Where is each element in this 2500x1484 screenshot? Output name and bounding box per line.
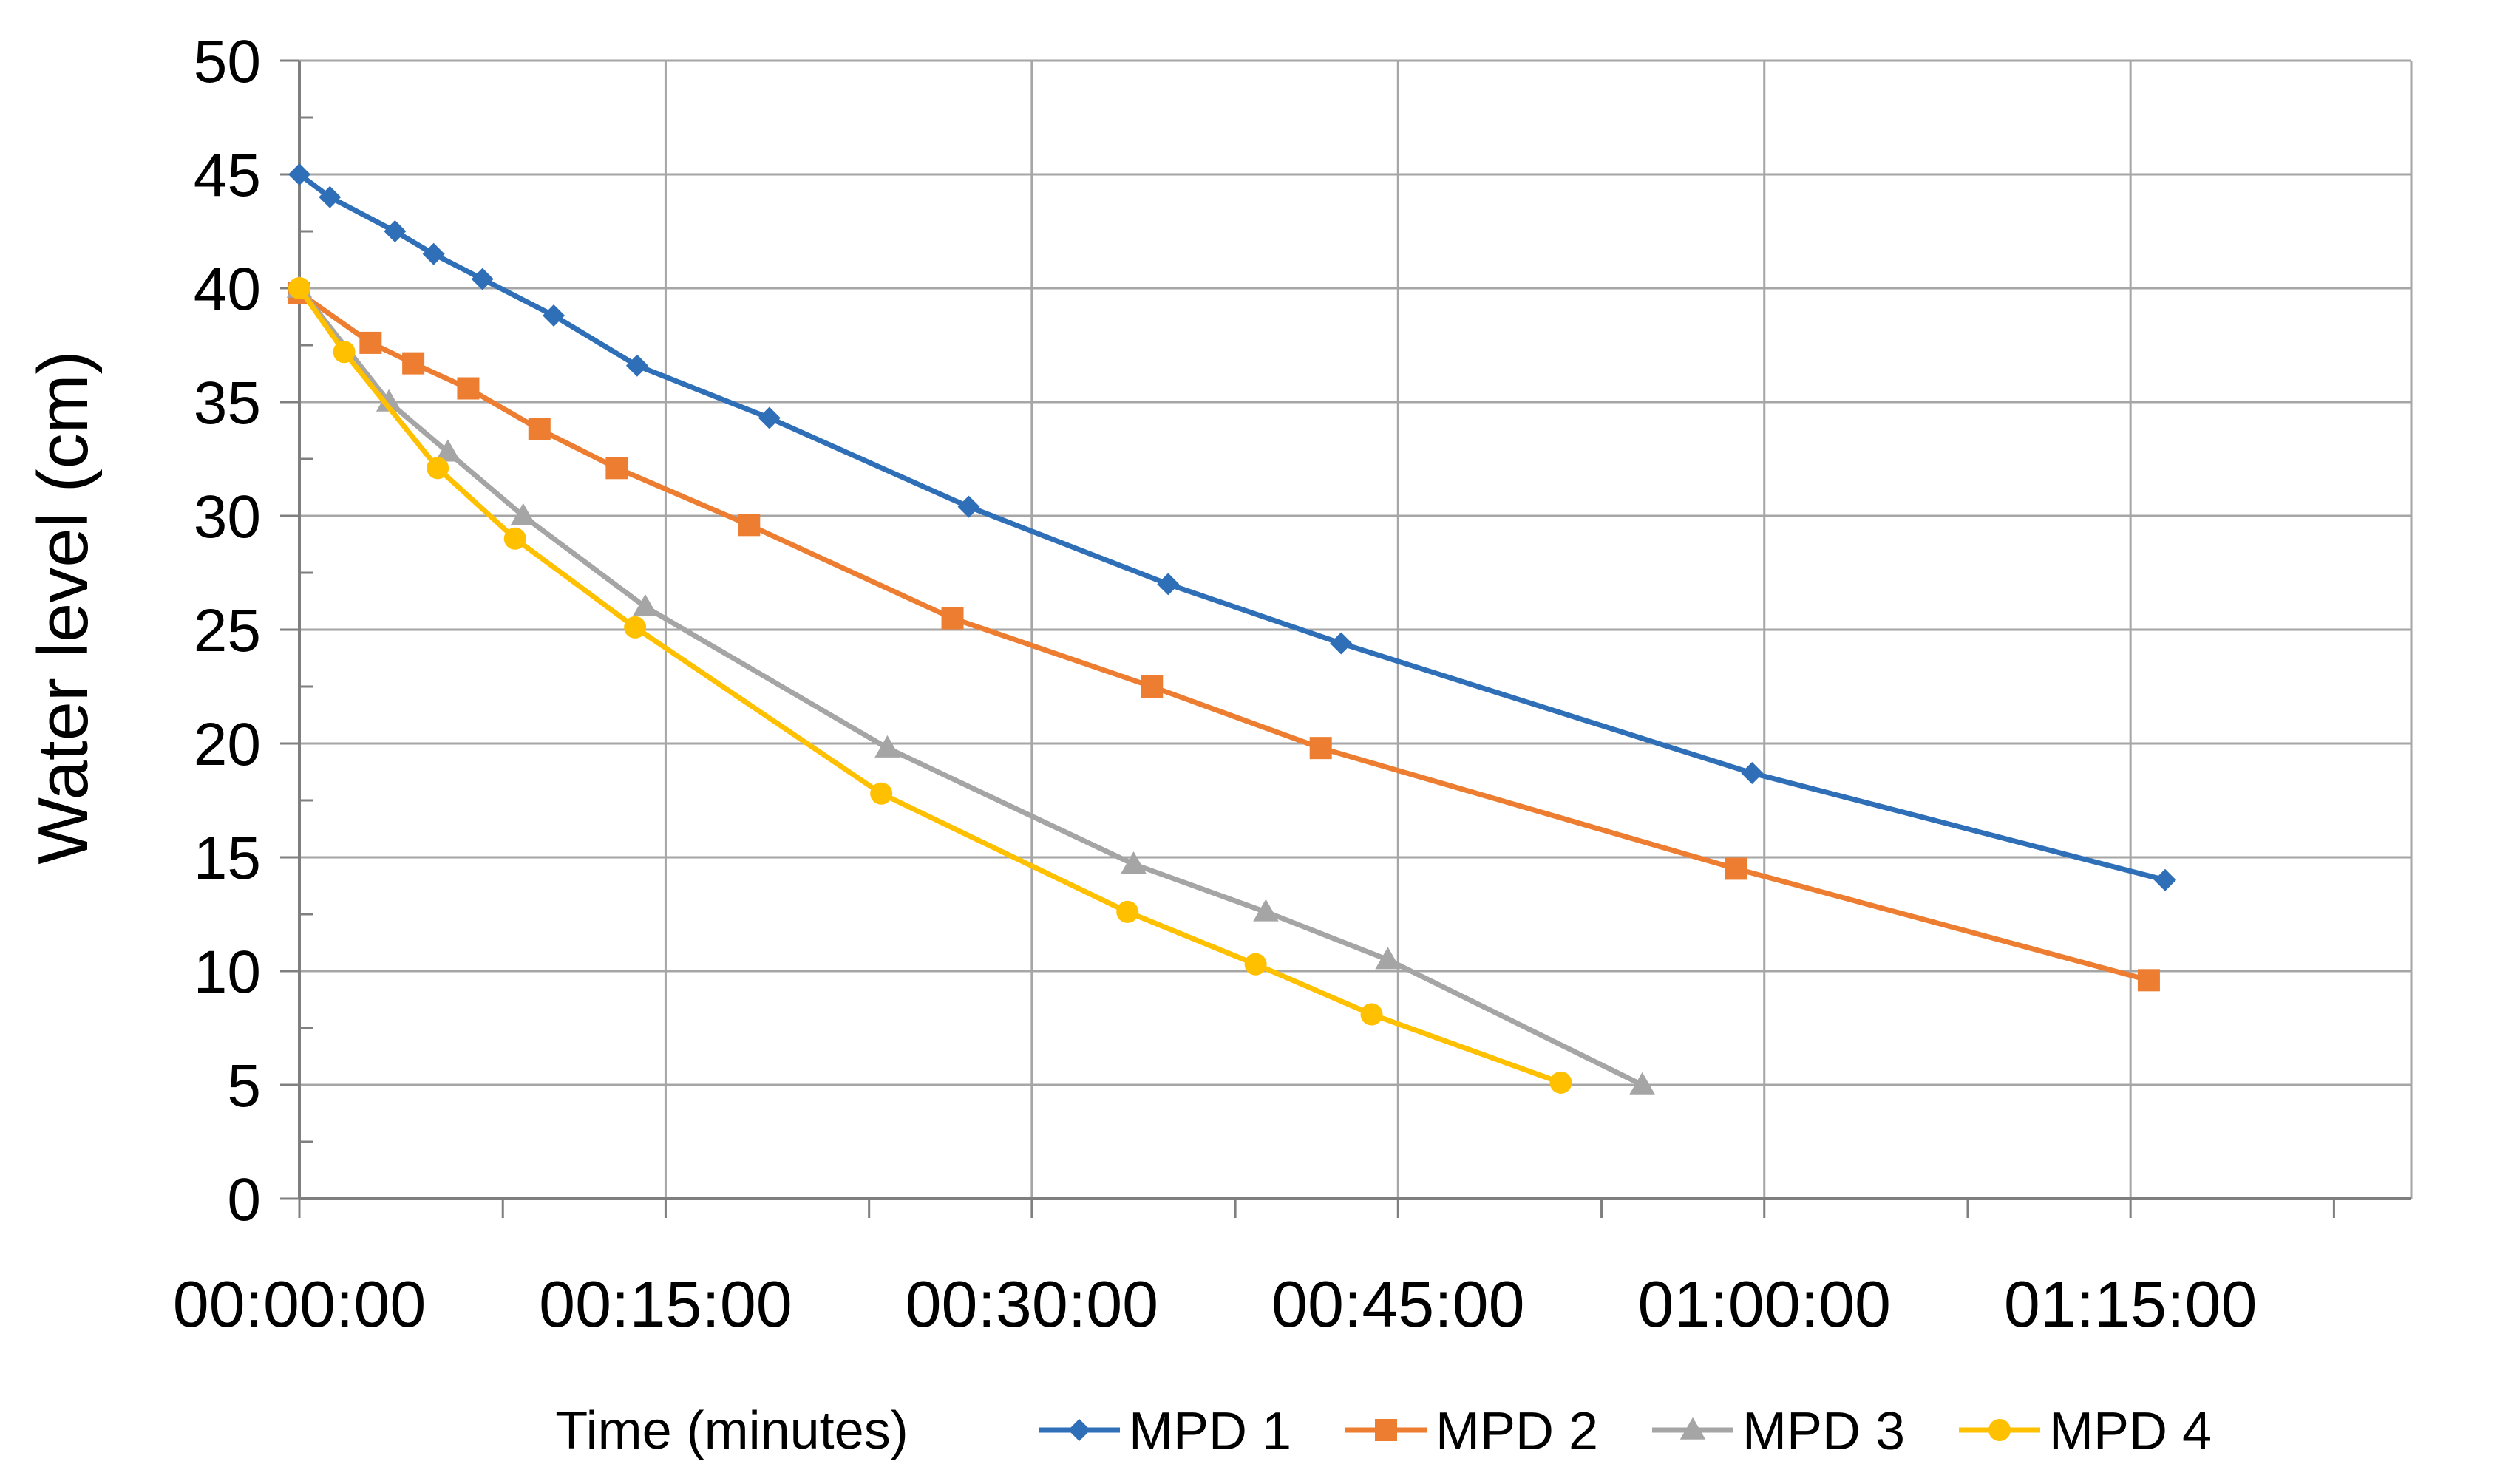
data-point [1725,857,1747,880]
data-point [319,186,342,208]
y-tick-label: 50 [194,28,261,95]
data-point [1116,900,1139,923]
data-point [359,331,382,354]
data-point [528,418,551,440]
legend-item-mpd-2: MPD 2 [1345,1402,1598,1461]
series-mpd-2 [288,282,2160,992]
data-point [384,220,407,242]
x-tick-label: 00:00:00 [173,1267,427,1341]
series-line [296,285,1645,1088]
y-tick-label: 35 [194,370,261,437]
legend-swatch-marker [1375,1419,1397,1441]
data-point [1549,1071,1572,1094]
data-point [738,514,761,537]
data-point [1121,851,1147,874]
data-point [1375,947,1401,970]
y-tick-label: 15 [194,825,261,892]
data-point [2137,969,2160,992]
data-point [503,527,526,550]
data-point [1157,573,1180,596]
data-point [1253,899,1279,922]
y-tick-label: 40 [194,256,261,323]
x-tick-label: 00:30:00 [906,1267,1159,1341]
data-point [1244,953,1267,976]
data-point [1141,675,1164,698]
x-tick-label: 00:45:00 [1271,1267,1525,1341]
tick-labels: 0 5 10 15 20 25 30 35 40 45 50 00:00:00 00:15:00 00:3… [173,28,2258,1341]
data-point [510,503,537,525]
data-point [376,389,402,412]
y-tick-label: 10 [194,939,261,1006]
series-mpd-4 [288,277,1572,1094]
data-point [632,593,659,616]
data-point [402,352,425,375]
x-tick-label: 00:15:00 [539,1267,792,1341]
data-point [605,457,628,480]
data-point [422,242,445,265]
legend-swatch-marker [1068,1419,1090,1441]
y-tick-label: 45 [194,142,261,209]
y-tick-label: 30 [194,483,261,551]
data-point [624,616,647,639]
grid [299,59,2413,1199]
legend-item-mpd-3: MPD 3 [1652,1402,1905,1461]
series-mpd-1 [288,163,2176,891]
legend-label: MPD 4 [2049,1402,2212,1461]
data-point [457,377,480,400]
data-point [1360,1003,1383,1026]
data-point [1309,737,1332,760]
data-point [957,495,980,518]
legend-swatch-marker [1679,1417,1706,1440]
data-point [870,782,893,805]
plot-area [286,163,2176,1095]
data-point [625,354,648,377]
data-point [941,607,964,630]
data-point [427,457,449,480]
legend-swatch-marker [1988,1419,2011,1441]
series-line [296,285,1563,1086]
data-point [1629,1072,1655,1095]
y-tick-label: 20 [194,711,261,778]
data-point [288,163,310,186]
data-point [874,735,900,758]
legend: MPD 1 MPD 2 MPD 3 MPD 4 [1039,1402,2212,1461]
data-point [1330,632,1353,655]
axes [280,59,2411,1218]
y-tick-label: 5 [227,1052,261,1120]
legend-item-mpd-4: MPD 4 [1959,1402,2212,1461]
x-tick-label: 01:15:00 [2004,1267,2258,1341]
legend-item-mpd-1: MPD 1 [1039,1402,1291,1461]
data-point [543,304,565,327]
data-point [2153,868,2176,891]
data-point [288,277,310,299]
data-point [1741,762,1764,785]
legend-label: MPD 1 [1129,1402,1291,1461]
y-axis-title: Water level (cm) [24,350,103,864]
x-axis-title: Time (minutes) [555,1401,908,1460]
data-point [333,341,356,364]
data-point [471,268,494,290]
data-point [758,406,781,429]
legend-label: MPD 3 [1742,1402,1905,1461]
x-tick-label: 01:00:00 [1637,1267,1891,1341]
data-point [435,439,461,462]
y-tick-label: 25 [194,597,261,664]
y-tick-label: 0 [227,1166,261,1233]
legend-label: MPD 2 [1436,1402,1598,1461]
